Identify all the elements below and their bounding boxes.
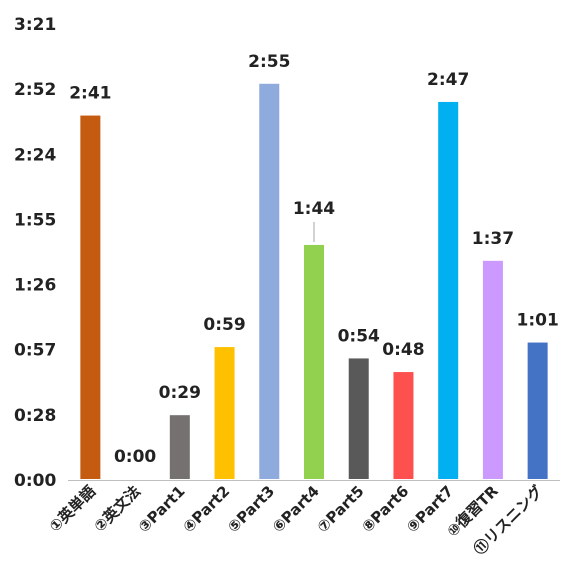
y-tick-label: 2:24 <box>14 145 56 165</box>
data-label: 0:00 <box>114 447 156 467</box>
data-label: 0:29 <box>159 383 201 403</box>
y-tick-label: 1:55 <box>14 210 56 230</box>
data-label: 2:41 <box>69 84 111 104</box>
bar <box>346 356 371 481</box>
y-tick-label: 0:57 <box>14 341 56 361</box>
x-tick-label: ⑦Part5 <box>314 482 368 536</box>
bars <box>78 81 550 482</box>
bar <box>302 242 326 481</box>
x-tick-label: ⑤Part3 <box>224 482 278 536</box>
y-tick-label: 1:26 <box>14 276 56 296</box>
data-labels: 2:41 0:00 0:29 0:59 2:55 1:44 0:540:48 2:47 1:37… <box>69 52 559 467</box>
y-tick-label: 3:21 <box>14 15 56 35</box>
y-tick-label: 2:52 <box>14 80 56 100</box>
y-tick-label: 0:00 <box>14 471 56 491</box>
y-axis: 0:00 0:28 0:57 1:26 1:55 2:24 2:52 3:21 <box>14 15 56 491</box>
bar <box>480 258 505 481</box>
bar <box>257 81 282 482</box>
bar <box>436 99 461 482</box>
data-label: 1:01 <box>516 311 558 331</box>
bar <box>78 113 103 482</box>
data-label: 2:55 <box>248 52 290 72</box>
x-tick-label: ③Part1 <box>135 482 189 536</box>
data-label: 1:37 <box>472 229 514 249</box>
x-tick-label: ④Part2 <box>179 482 233 536</box>
x-tick-label: ②英文法 <box>90 482 144 536</box>
x-axis: ①英単語②英文法③Part1④Part2⑤Part3⑥Part4⑦Part5⑧P… <box>46 480 560 558</box>
x-tick-label: ⑥Part4 <box>269 482 323 536</box>
data-label: 2:47 <box>427 70 469 90</box>
data-label: 0:59 <box>203 315 245 335</box>
bar <box>167 413 192 481</box>
x-tick-label: ⑧Part6 <box>358 482 412 536</box>
y-tick-label: 0:28 <box>14 406 56 426</box>
data-label: 0:54 <box>338 326 380 346</box>
bar <box>525 340 550 481</box>
data-label: 0:48 <box>382 340 424 360</box>
bar <box>391 370 416 481</box>
bar <box>212 345 237 482</box>
data-label: 1:44 <box>293 199 335 219</box>
